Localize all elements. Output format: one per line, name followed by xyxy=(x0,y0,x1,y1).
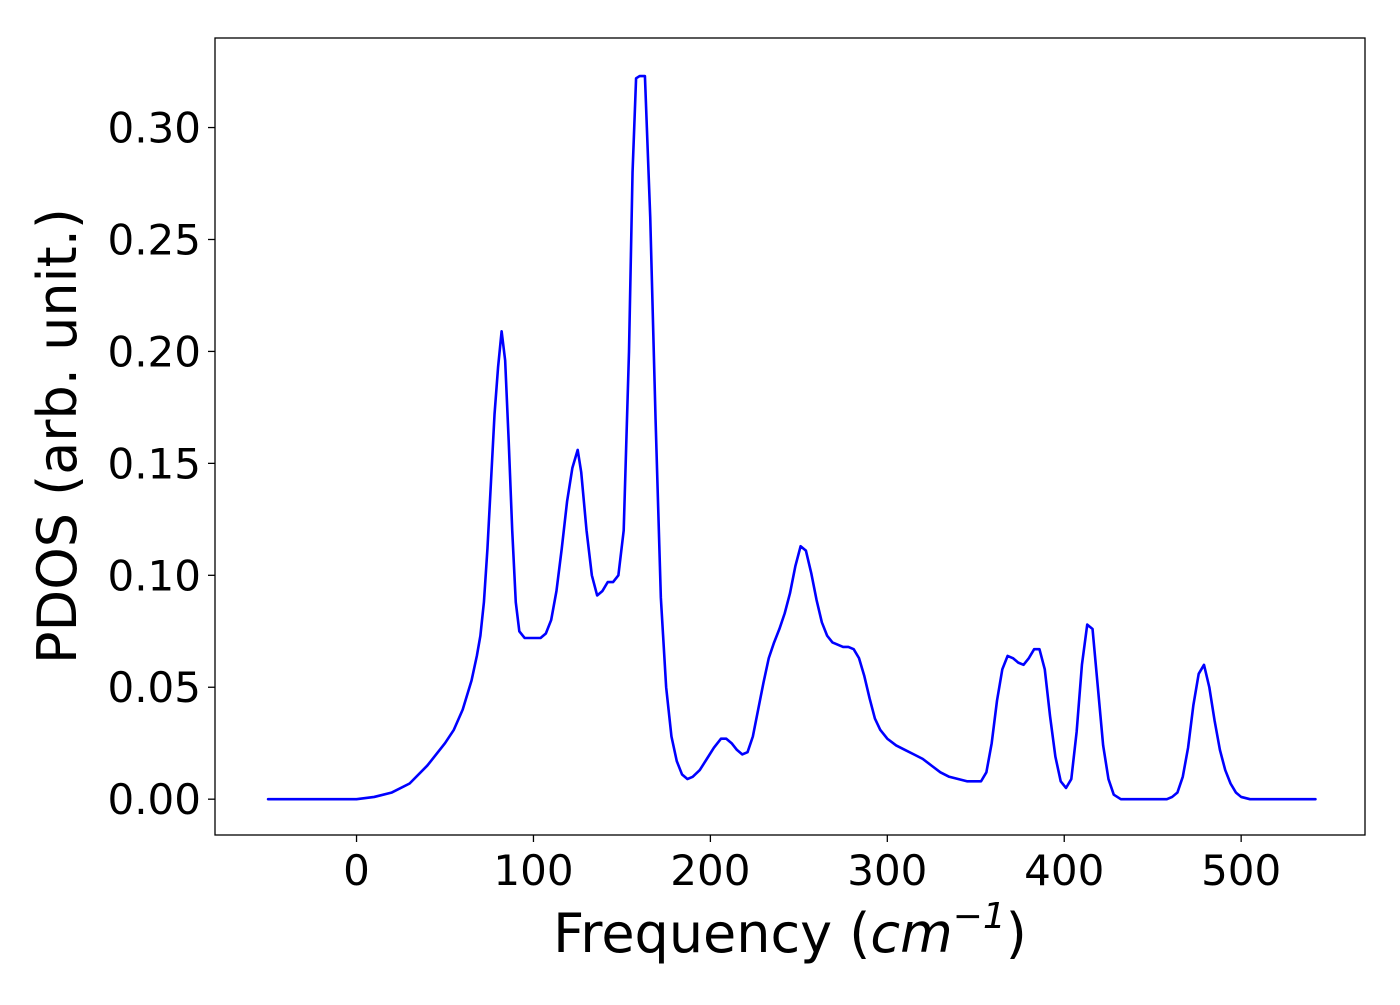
y-tick-label: 0.30 xyxy=(107,104,201,153)
x-tick-label: 300 xyxy=(847,846,927,895)
series-layer xyxy=(266,74,1317,801)
y-tick-label: 0.20 xyxy=(107,327,201,376)
y-tick-label: 0.15 xyxy=(107,439,201,488)
x-axis-label-sup: −1 xyxy=(953,896,1006,937)
y-axis-label: PDOS (arb. unit.) xyxy=(26,208,89,664)
y-tick-label: 0.00 xyxy=(107,775,201,824)
pdos-series-line-0 xyxy=(266,74,1317,801)
y-tick-label: 0.10 xyxy=(107,551,201,600)
x-tick-label: 0 xyxy=(343,846,370,895)
plot-frame xyxy=(214,37,1366,836)
x-axis-label: Frequency (cm−1) xyxy=(553,896,1027,965)
x-axis-label-var: cm xyxy=(870,902,952,965)
x-axis-ticks: 0 100 200 300 400 500 xyxy=(343,835,1281,895)
x-tick-label: 200 xyxy=(670,846,750,895)
x-tick-label: 100 xyxy=(493,846,573,895)
x-axis-label-suffix: ) xyxy=(1006,902,1027,965)
x-tick-label: 500 xyxy=(1201,846,1281,895)
x-tick-label: 400 xyxy=(1024,846,1104,895)
x-axis-label-prefix: Frequency ( xyxy=(553,902,870,965)
y-tick-label: 0.05 xyxy=(107,663,201,712)
y-axis-ticks: 0.00 0.05 0.10 0.15 0.20 0.25 0.30 xyxy=(107,104,215,824)
y-tick-label: 0.25 xyxy=(107,215,201,264)
